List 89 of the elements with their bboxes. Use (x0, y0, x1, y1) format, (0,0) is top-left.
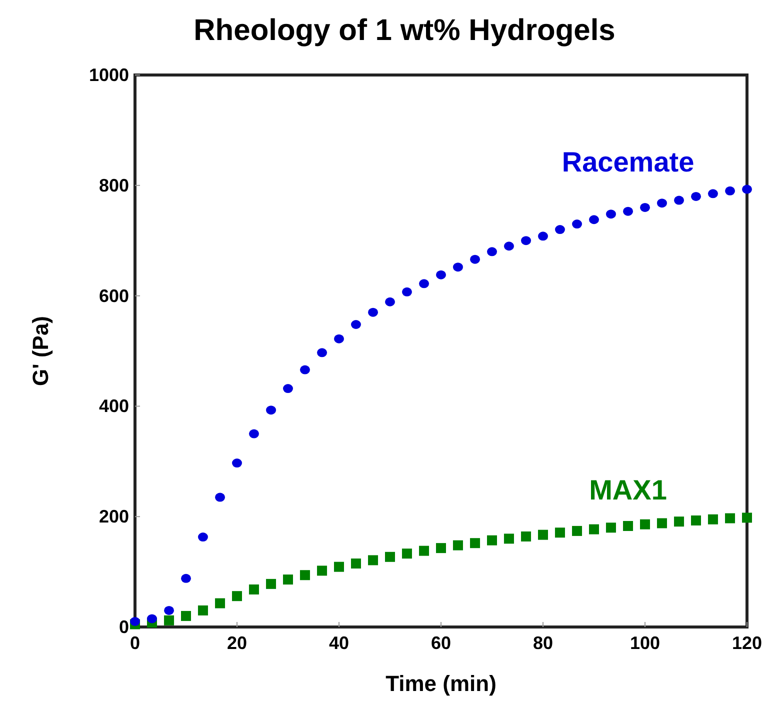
point (402, 287, 412, 296)
point (300, 365, 310, 374)
point (283, 384, 293, 394)
point (317, 566, 328, 576)
point (521, 531, 532, 542)
point (691, 192, 701, 201)
point (691, 515, 701, 526)
point (266, 406, 276, 415)
point (181, 574, 191, 583)
point (368, 555, 378, 566)
point (419, 546, 430, 556)
x-tick-label: 80 (532, 633, 554, 653)
point (572, 526, 582, 536)
point (436, 543, 446, 554)
y-tick-label: 0 (118, 617, 129, 637)
point (266, 578, 276, 589)
y-tick-label: 1000 (88, 65, 129, 85)
point (248, 584, 259, 594)
y-tick-label: 800 (98, 175, 129, 196)
point (504, 534, 514, 544)
point (385, 297, 395, 306)
point (606, 210, 616, 219)
x-tick-label: 100 (630, 633, 660, 653)
point (350, 320, 361, 330)
point (164, 606, 174, 615)
point (572, 220, 582, 229)
point (232, 458, 242, 468)
x-tick-label: 120 (732, 633, 762, 653)
point (708, 189, 718, 198)
point (742, 184, 752, 194)
x-tick-label: 40 (328, 633, 350, 653)
point (232, 591, 242, 602)
point (470, 538, 480, 548)
point (674, 196, 684, 205)
point (470, 254, 480, 264)
point (521, 236, 532, 246)
point (402, 548, 412, 559)
chart-title: Rheology of 1 wt% Hydrogels (194, 14, 616, 47)
point (198, 605, 208, 616)
point (215, 492, 226, 502)
point (334, 334, 344, 344)
y-axis-title: G' (Pa) (28, 316, 53, 386)
point (725, 513, 736, 524)
point (181, 610, 191, 621)
y-tick-label: 200 (98, 506, 129, 527)
y-tick-label: 600 (98, 286, 129, 306)
point (419, 279, 430, 288)
point (538, 232, 548, 241)
point (350, 558, 361, 569)
point (130, 616, 140, 626)
point (198, 532, 208, 542)
series-label: MAX1 (589, 474, 667, 506)
point (452, 262, 463, 272)
point (656, 518, 667, 528)
x-tick-label: 60 (430, 633, 452, 653)
point (300, 570, 310, 580)
point (283, 574, 293, 585)
point (640, 519, 650, 530)
point (385, 552, 395, 562)
x-tick-label: 20 (226, 633, 248, 653)
point (452, 540, 463, 550)
point (708, 514, 718, 524)
point (725, 186, 736, 196)
point (487, 535, 497, 546)
point (504, 242, 514, 251)
point (334, 562, 344, 572)
x-axis-title: Time (min) (386, 671, 496, 696)
point (215, 598, 226, 608)
point (656, 198, 667, 208)
point (623, 520, 634, 531)
y-tick-label: 400 (98, 396, 129, 416)
point (606, 522, 616, 533)
point (589, 215, 599, 224)
series-label: Racemate (562, 146, 694, 178)
point (248, 429, 259, 438)
point (674, 516, 684, 527)
point (436, 270, 446, 280)
point (164, 615, 174, 626)
point (317, 348, 328, 358)
point (589, 524, 599, 534)
point (554, 225, 565, 234)
point (146, 614, 157, 624)
point (368, 308, 378, 317)
point (554, 528, 565, 538)
point (640, 202, 650, 212)
point (538, 530, 548, 540)
point (487, 247, 497, 256)
point (623, 206, 634, 216)
point (742, 512, 752, 523)
